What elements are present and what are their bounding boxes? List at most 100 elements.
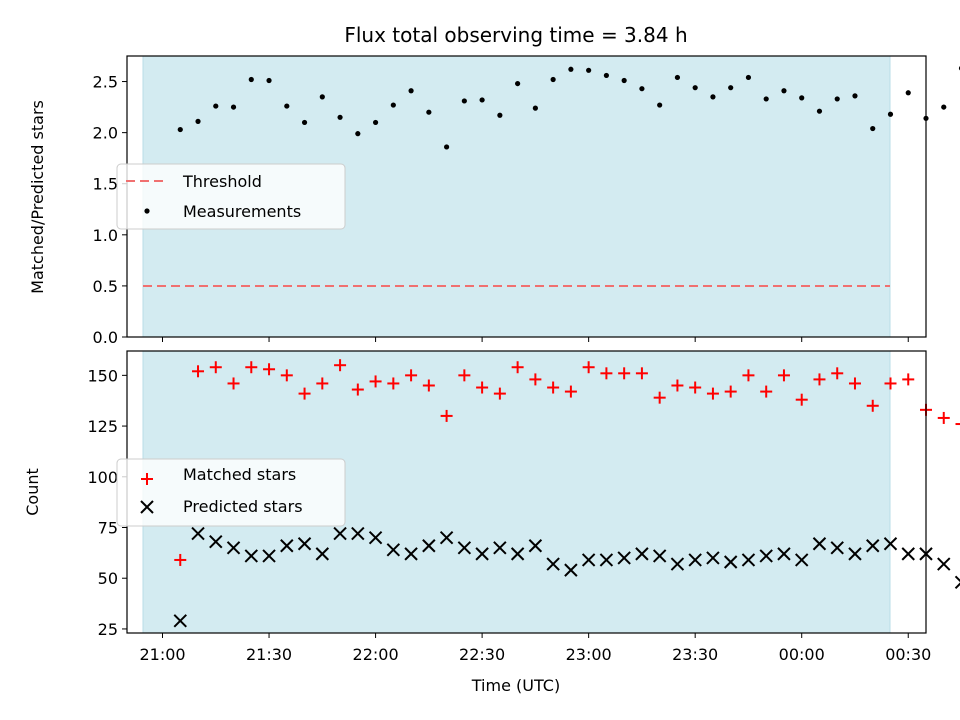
predicted-star-point: [528, 539, 543, 553]
measurement-point: [408, 88, 414, 94]
matched-star-point: [671, 379, 684, 392]
top-y-tick-label: 0.5: [93, 277, 118, 296]
measurement-point: [177, 126, 183, 133]
bottom-y-tick-label: 75: [98, 519, 118, 538]
top-legend-box: [116, 163, 346, 230]
matched-star-point: [227, 377, 240, 390]
predicted-star-point: [173, 614, 187, 628]
predicted-star-point: [262, 549, 276, 563]
predicted-star-point: [777, 547, 791, 561]
predicted-star-point: [866, 539, 880, 553]
measurement-point: [479, 97, 485, 103]
measurement-point: [319, 94, 325, 100]
x-tick-label: 23:30: [672, 645, 718, 664]
predicted-star-point: [741, 553, 756, 567]
predicted-star-point: [493, 541, 507, 555]
predicted-star-point: [670, 557, 685, 571]
matched-star-point: [422, 379, 435, 392]
measurement-point: [266, 77, 272, 84]
predicted-star-point: [599, 553, 614, 567]
matched-star-point: [405, 369, 418, 382]
predicted-star-point: [315, 547, 330, 561]
top-x-axis-ticks: [162, 337, 909, 342]
measurement-point: [763, 96, 769, 102]
predicted-star-point: [546, 557, 560, 571]
measurement-point: [515, 80, 521, 87]
predicted-star-point: [351, 526, 365, 541]
predicted-star-point: [901, 547, 915, 561]
bottom-panel: 25 50 75 100 125 150 21:00 21:30 22:00 22:30 23:0…: [23, 350, 960, 695]
matched-star-point: [724, 385, 737, 398]
predicted-star-point: [368, 530, 383, 545]
measurement-point: [887, 111, 894, 117]
matched-star-point: [902, 373, 915, 386]
measurement-point: [284, 103, 290, 109]
top-panel: 0.0 0.5 1.0 1.5 2.0 2.5 Flux total observing …: [28, 23, 960, 347]
matched-star-point: [582, 361, 595, 374]
predicted-star-point: [475, 547, 489, 561]
matched-star-point: [547, 381, 560, 394]
matched-star-point: [689, 381, 702, 394]
matched-star-point: [316, 377, 329, 390]
matched-star-point: [635, 367, 648, 380]
matched-star-point: [511, 361, 524, 374]
measurement-point: [230, 104, 237, 110]
predicted-star-point: [439, 530, 454, 545]
matched-star-point: [476, 381, 489, 394]
x-tick-label: 21:00: [139, 645, 185, 664]
matched-star-point: [245, 361, 258, 374]
measurement-points: [177, 66, 960, 150]
measurement-point: [550, 76, 556, 83]
predicted-star-point: [723, 555, 738, 569]
bottom-legend-box: [116, 458, 346, 527]
x-tick-label: 22:00: [353, 645, 399, 664]
predicted-star-point: [457, 541, 472, 555]
top-y-tick-label: 1.0: [93, 226, 118, 245]
matched-star-point: [334, 359, 347, 372]
matched-star-point: [369, 375, 382, 388]
measurement-point: [781, 88, 787, 94]
measurement-point: [852, 93, 858, 99]
matched-star-point: [653, 391, 666, 404]
x-tick-label: 22:30: [459, 645, 505, 664]
matched-star-point: [884, 377, 897, 390]
x-tick-label: 23:00: [566, 645, 612, 664]
top-y-tick-label: 1.5: [93, 175, 118, 194]
matched-star-point: [564, 385, 577, 398]
matched-star-point: [742, 369, 755, 382]
predicted-star-point: [617, 551, 631, 565]
measurement-point: [195, 118, 201, 124]
bottom-legend: Matched stars Predicted stars: [116, 458, 346, 527]
star-count-points: [173, 359, 960, 628]
predicted-star-point: [191, 526, 205, 541]
top-y-axis-ticks: 0.0 0.5 1.0 1.5 2.0 2.5: [93, 73, 127, 347]
x-axis-label: Time (UTC): [471, 676, 560, 695]
matched-star-point: [493, 387, 506, 400]
measurement-point: [816, 108, 823, 114]
matched-star-point: [866, 399, 879, 412]
measurement-point: [692, 85, 698, 91]
bottom-y-axis-ticks: 25 50 75 100 125 150: [87, 366, 127, 639]
predicted-star-point: [581, 553, 596, 567]
measurement-point: [372, 119, 379, 126]
predicted-star-point: [937, 557, 951, 571]
predicted-star-point: [706, 551, 720, 565]
measurement-point: [870, 125, 876, 132]
predicted-star-point: [652, 549, 667, 563]
bottom-y-tick-label: 125: [87, 417, 118, 436]
measurement-point: [905, 90, 911, 96]
matched-star-point: [848, 377, 861, 390]
top-chart-title: Flux total observing time = 3.84 h: [344, 23, 687, 47]
measurement-point: [603, 72, 610, 79]
legend-predicted-label: Predicted stars: [183, 497, 303, 516]
matched-star-point: [706, 387, 719, 400]
measurement-point: [532, 105, 538, 111]
bottom-y-tick-label: 150: [87, 366, 118, 385]
matched-star-point: [795, 393, 808, 406]
predicted-star-point: [244, 549, 258, 563]
measurement-point: [799, 95, 805, 101]
predicted-star-point: [830, 541, 844, 555]
matched-star-point: [618, 367, 631, 380]
measurement-point: [710, 94, 716, 100]
